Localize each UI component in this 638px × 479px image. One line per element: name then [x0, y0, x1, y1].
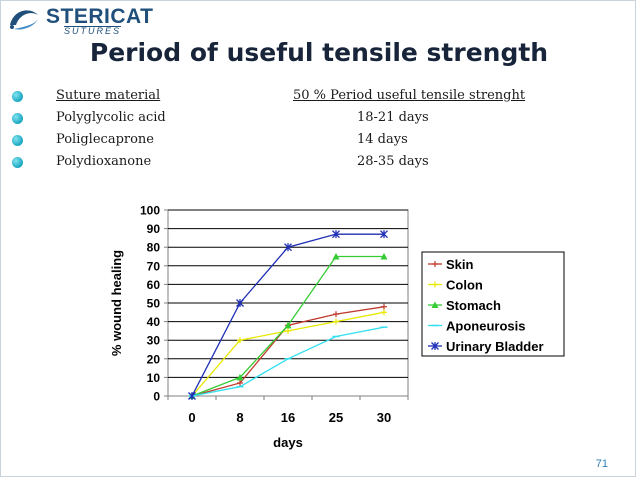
legend-item: Colon: [428, 278, 483, 293]
row-period: 14 days: [357, 132, 408, 147]
row-material: Polydioxanone: [56, 154, 152, 169]
table-row: Poliglecaprone 14 days: [12, 132, 612, 152]
y-tick-label: 20: [147, 352, 161, 366]
header-material: Suture material: [56, 88, 161, 103]
table-header-row: Suture material 50 % Period useful tensi…: [12, 88, 612, 108]
series-urinary-bladder: [188, 230, 388, 400]
logo-tagline: SUTURES: [64, 26, 122, 36]
y-tick-label: 50: [147, 297, 161, 311]
bullet-icon: [12, 91, 23, 102]
slide-title: Period of useful tensile strength: [89, 38, 549, 67]
row-period: 28-35 days: [357, 154, 429, 169]
data-point: [431, 301, 439, 308]
data-point: [332, 253, 340, 260]
series-lines: [188, 230, 388, 400]
y-axis-ticks: 0 10 20 30 40 50 60 70 80 90 100: [140, 204, 168, 404]
x-tick-label: 16: [281, 410, 295, 425]
legend-label: Stomach: [446, 298, 501, 313]
logo: STERICAT SUTURES: [4, 3, 153, 36]
bullet-icon: [12, 157, 23, 168]
y-tick-label: 80: [147, 241, 161, 255]
legend-item: Aponeurosis: [428, 319, 525, 334]
slide-number: 71: [595, 458, 608, 470]
y-tick-label: 70: [147, 259, 161, 273]
x-tick-label: 25: [329, 410, 343, 425]
table-row: Polydioxanone 28-35 days: [12, 154, 612, 174]
legend-item: Stomach: [428, 298, 501, 313]
x-axis-ticks: 0 8 16 25 30: [167, 396, 409, 425]
y-tick-label: 0: [153, 390, 160, 404]
x-axis-label: days: [273, 435, 303, 450]
row-material: Polyglycolic acid: [56, 110, 166, 125]
series-aponeurosis: [188, 326, 388, 397]
logo-brand: STERICAT: [46, 5, 154, 28]
x-tick-label: 0: [188, 410, 195, 425]
data-point: [284, 321, 292, 329]
y-tick-label: 90: [147, 222, 161, 236]
table-row: Polyglycolic acid 18-21 days: [12, 110, 612, 130]
data-point: [236, 373, 244, 381]
legend-label: Aponeurosis: [446, 319, 525, 334]
x-tick-label: 8: [236, 410, 243, 425]
legend: Skin Colon Stomach Aponeurosis Urinary Bladd…: [421, 251, 565, 357]
legend-label: Urinary Bladder: [446, 339, 544, 354]
legend-item: Skin: [428, 257, 474, 272]
bullet-icon: [12, 113, 23, 124]
y-tick-label: 40: [147, 315, 161, 329]
header-period: 50 % Period useful tensile strenght: [293, 88, 526, 103]
y-tick-label: 60: [147, 278, 161, 292]
legend-item: Urinary Bladder: [428, 339, 544, 354]
data-point: [380, 253, 388, 260]
legend-label: Skin: [446, 257, 474, 272]
y-tick-label: 30: [147, 334, 161, 348]
y-tick-label: 10: [147, 371, 161, 385]
legend-label: Colon: [446, 278, 483, 293]
row-material: Poliglecaprone: [56, 132, 154, 147]
bullet-icon: [12, 135, 23, 146]
y-axis-label: % wound healing: [109, 250, 124, 356]
logo-icon: [10, 10, 38, 30]
y-tick-label: 100: [140, 204, 160, 218]
x-tick-label: 30: [377, 410, 391, 425]
row-period: 18-21 days: [357, 110, 429, 125]
